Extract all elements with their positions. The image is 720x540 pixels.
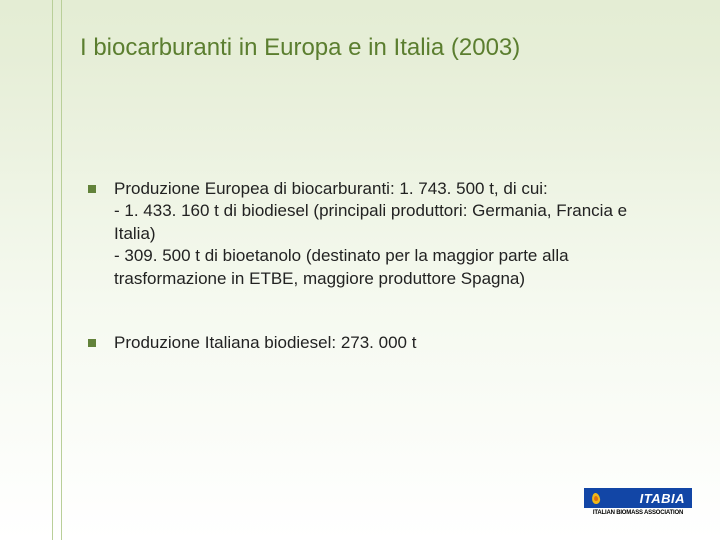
bullet-item: Produzione Europea di biocarburanti: 1. … [88, 178, 672, 290]
decorative-vertical-line-1 [52, 0, 53, 540]
slide-title: I biocarburanti in Europa e in Italia (2… [80, 34, 520, 62]
logo-top-bar: ITABIA [584, 488, 692, 508]
bullet-text: Produzione Europea di biocarburanti: 1. … [114, 178, 672, 290]
bullet-marker-icon [88, 339, 96, 347]
flame-icon [589, 492, 603, 504]
logo-acronym: ITABIA [640, 491, 685, 506]
bullet-marker-icon [88, 185, 96, 193]
bullet-text: Produzione Italiana biodiesel: 273. 000 … [114, 332, 416, 354]
bullet-item: Produzione Italiana biodiesel: 273. 000 … [88, 332, 672, 354]
itabia-logo: ITABIA ITALIAN BIOMASS ASSOCIATION [584, 488, 692, 516]
decorative-vertical-line-2 [61, 0, 62, 540]
logo-subtitle: ITALIAN BIOMASS ASSOCIATION [584, 510, 692, 516]
